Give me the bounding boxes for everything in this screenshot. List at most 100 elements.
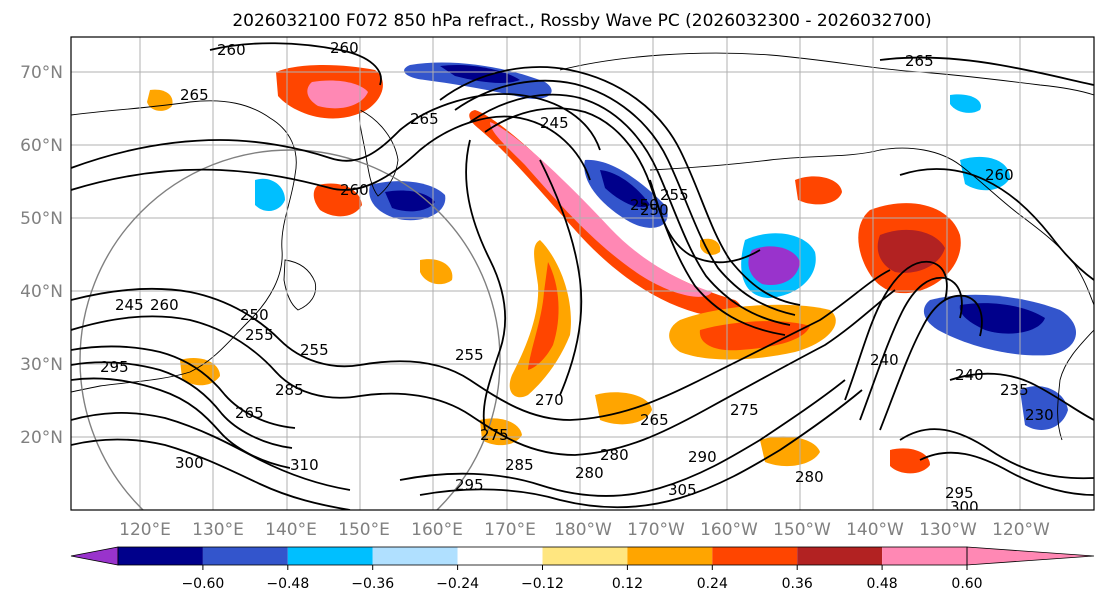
refractivity-shading bbox=[147, 62, 1077, 474]
contour-label: 250 bbox=[630, 196, 659, 214]
colorbar-segment bbox=[372, 547, 458, 565]
contour-label: 280 bbox=[600, 446, 629, 464]
contour-label: 305 bbox=[668, 481, 697, 499]
colorbar-tick-label: −0.36 bbox=[351, 576, 394, 592]
contour-label: 280 bbox=[575, 464, 604, 482]
contour-line bbox=[71, 289, 896, 456]
shade-blob bbox=[960, 156, 1010, 191]
contour-label: 265 bbox=[235, 404, 264, 422]
shade-blob bbox=[700, 238, 721, 255]
contour-line bbox=[899, 428, 1094, 480]
colorbar-tick-label: −0.24 bbox=[436, 576, 479, 592]
shade-blob bbox=[595, 392, 652, 425]
shade-blob bbox=[890, 448, 930, 474]
contour-line bbox=[879, 56, 1094, 86]
lat-label: 50°N bbox=[20, 209, 63, 229]
colorbar-tick-label: 0.24 bbox=[697, 576, 728, 592]
figure-title: 2026032100 F072 850 hPa refract., Rossby… bbox=[232, 11, 931, 31]
lon-label: 130°E bbox=[192, 520, 244, 540]
lon-label: 120°W bbox=[992, 520, 1050, 540]
graticule bbox=[71, 37, 1094, 510]
contour-label: 280 bbox=[795, 468, 824, 486]
lon-label: 170°E bbox=[484, 520, 536, 540]
contour-label: 275 bbox=[730, 401, 759, 419]
shade-blob bbox=[600, 170, 650, 208]
colorbar-tick-label: 0.12 bbox=[612, 576, 643, 592]
colorbar-segment bbox=[202, 547, 288, 565]
latitude-labels: 70°N 60°N 50°N 40°N 30°N 20°N bbox=[20, 63, 63, 448]
lon-label: 170°W bbox=[627, 520, 685, 540]
contour-label: 265 bbox=[180, 86, 209, 104]
colorbar-extend-min bbox=[70, 546, 119, 566]
shade-blob bbox=[950, 94, 981, 113]
contour-line bbox=[879, 294, 983, 431]
shade-blob bbox=[748, 246, 800, 286]
lat-label: 30°N bbox=[20, 355, 63, 375]
contour-label: 275 bbox=[480, 426, 509, 444]
map-frame bbox=[70, 36, 1095, 511]
colorbar-segment bbox=[457, 547, 543, 565]
contour-label: 235 bbox=[1000, 381, 1029, 399]
contour-label: 255 bbox=[245, 326, 274, 344]
colorbar-ticks bbox=[202, 565, 968, 570]
colorbar-tick-label: 0.60 bbox=[951, 576, 982, 592]
lat-label: 20°N bbox=[20, 428, 63, 448]
contour-line bbox=[419, 389, 863, 509]
contour-line bbox=[899, 168, 1094, 281]
contour-line bbox=[469, 93, 791, 326]
contour-label: 240 bbox=[955, 366, 984, 384]
contour-label: 260 bbox=[340, 181, 369, 199]
shade-blob bbox=[255, 178, 285, 212]
colorbar-segment bbox=[882, 547, 967, 565]
region-circle bbox=[79, 149, 501, 510]
contour-label: 260 bbox=[985, 166, 1014, 184]
shade-blob bbox=[420, 259, 453, 285]
lon-label: 180°W bbox=[554, 520, 612, 540]
contour-line bbox=[919, 451, 1094, 496]
lon-label: 150°W bbox=[773, 520, 831, 540]
lon-label: 120°E bbox=[119, 520, 171, 540]
lat-label: 40°N bbox=[20, 282, 63, 302]
shade-blob bbox=[760, 436, 820, 467]
contour-label: 260 bbox=[330, 39, 359, 57]
contour-line bbox=[71, 345, 296, 429]
colorbar-tick-label: 0.48 bbox=[867, 576, 898, 592]
lat-label: 70°N bbox=[20, 63, 63, 83]
contour-line bbox=[71, 115, 591, 191]
contour-line bbox=[539, 159, 583, 396]
contour-label: 250 bbox=[240, 306, 269, 324]
contour-label: 250 bbox=[640, 201, 669, 219]
shade-blob bbox=[385, 190, 435, 212]
coastline-north-america-west bbox=[1057, 329, 1094, 441]
contour-line bbox=[71, 438, 351, 510]
contour-label: 310 bbox=[290, 456, 319, 474]
contour-line bbox=[399, 379, 846, 497]
colorbar-segment bbox=[118, 547, 203, 565]
shade-blob bbox=[440, 64, 520, 83]
contour-line bbox=[71, 361, 293, 449]
contour-line bbox=[484, 107, 786, 336]
lon-label: 160°W bbox=[700, 520, 758, 540]
longitude-labels: 120°E 130°E 140°E 150°E 160°E 170°E 180°… bbox=[119, 520, 1050, 540]
lon-label: 140°E bbox=[265, 520, 317, 540]
contour-label: 295 bbox=[100, 358, 129, 376]
contour-label: 230 bbox=[1025, 406, 1054, 424]
colorbar: −0.60 −0.48 −0.36 −0.24 −0.12 0.12 0.24 … bbox=[70, 546, 1095, 592]
lon-label: 140°W bbox=[846, 520, 904, 540]
contour-label: 260 bbox=[150, 296, 179, 314]
contour-line bbox=[71, 412, 351, 491]
contour-label: 265 bbox=[640, 411, 669, 429]
contour-label: 290 bbox=[688, 448, 717, 466]
contour-label: 240 bbox=[870, 351, 899, 369]
contour-labels: 260 260 265 265 265 260 260 245 255 250 … bbox=[100, 39, 1054, 510]
shade-blob bbox=[795, 176, 842, 205]
shade-blob bbox=[147, 89, 173, 111]
contour-label: 295 bbox=[945, 484, 974, 502]
contour-line bbox=[949, 372, 1094, 421]
contour-label: 295 bbox=[455, 476, 484, 494]
contour-label: 285 bbox=[505, 456, 534, 474]
contour-label: 260 bbox=[217, 41, 246, 59]
lat-label: 60°N bbox=[20, 136, 63, 156]
contour-lines bbox=[71, 42, 1094, 510]
